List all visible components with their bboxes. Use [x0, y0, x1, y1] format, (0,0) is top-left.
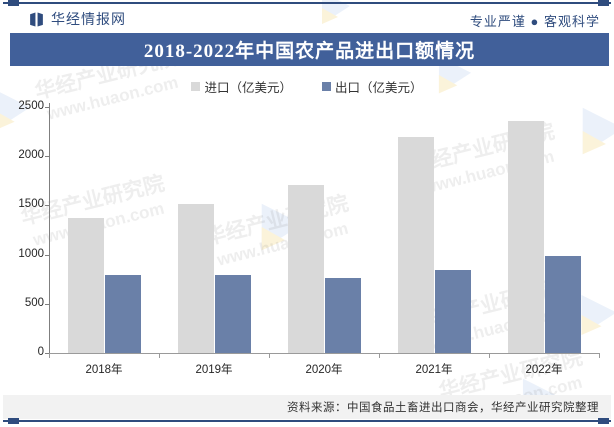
chart-legend: 进口（亿美元） 出口（亿美元）: [0, 77, 614, 96]
bottom-border-cap-left: [8, 418, 19, 424]
top-border-line: [3, 0, 611, 6]
x-axis-tick: [489, 354, 490, 358]
legend-swatch: [191, 82, 201, 91]
chart-title-bar: 2018-2022年中国农产品进出口额情况: [10, 33, 609, 66]
export-bar: [214, 275, 251, 353]
import-bar: [507, 120, 544, 353]
legend-item: 进口（亿美元）: [191, 77, 292, 96]
legend-label: 进口（亿美元）: [204, 81, 292, 95]
bottom-border-line: [3, 418, 611, 424]
y-axis-tick-label: 2000: [18, 149, 44, 162]
legend-swatch: [322, 82, 331, 91]
y-axis-tick-label: 1500: [18, 198, 44, 211]
legend-item: 出口（亿美元）: [322, 77, 423, 96]
y-axis-tick: [45, 107, 49, 108]
import-bar: [397, 136, 434, 353]
y-axis-tick-label: 0: [37, 346, 44, 358]
y-axis-tick: [45, 303, 49, 305]
x-axis-category-label: 2022年: [525, 364, 563, 376]
legend-label: 出口（亿美元）: [335, 81, 423, 95]
y-axis-tick: [45, 254, 49, 256]
y-axis-tick-label: 2500: [18, 100, 44, 112]
x-axis-line: [49, 353, 600, 354]
top-border-cap-right: [598, 0, 609, 6]
y-axis-tick-label: 1000: [18, 247, 44, 260]
x-axis-category-label: 2018年: [85, 364, 123, 376]
x-axis-category-label: 2021年: [415, 364, 453, 376]
x-axis-tick: [159, 354, 160, 358]
x-axis-category-label: 2019年: [195, 364, 233, 376]
import-bar: [67, 218, 104, 353]
chart-title: 2018-2022年中国农产品进出口额情况: [143, 41, 476, 62]
source-note: 资料来源：中国食品土畜进出口商会，华经产业研究院整理: [3, 395, 611, 419]
x-axis-tick: [379, 354, 380, 358]
y-axis-tick: [45, 353, 49, 354]
brand-logo: 华经情报网: [28, 9, 126, 29]
brand-name: 华经情报网: [51, 11, 126, 27]
x-axis-tick: [269, 354, 270, 358]
export-bar: [104, 274, 141, 353]
source-text: 资料来源：中国食品土畜进出口商会，华经产业研究院整理: [287, 402, 599, 414]
header-tagline: 专业严谨 ● 客观科学: [469, 14, 600, 29]
bottom-border-cap-right: [598, 418, 609, 424]
x-axis-tick: [599, 354, 600, 358]
top-border-cap-left: [8, 0, 19, 6]
x-axis-tick: [49, 354, 50, 358]
y-axis-tick: [45, 205, 49, 207]
x-axis-category-label: 2020年: [305, 364, 343, 376]
export-bar: [324, 278, 361, 353]
export-bar: [544, 256, 581, 353]
export-bar: [434, 269, 471, 353]
y-axis-tick: [45, 156, 49, 158]
import-bar: [177, 204, 214, 353]
book-logo-icon: [28, 11, 45, 28]
y-axis-tick-label: 500: [24, 296, 44, 309]
y-axis-line: [49, 103, 50, 353]
import-bar: [287, 184, 324, 353]
